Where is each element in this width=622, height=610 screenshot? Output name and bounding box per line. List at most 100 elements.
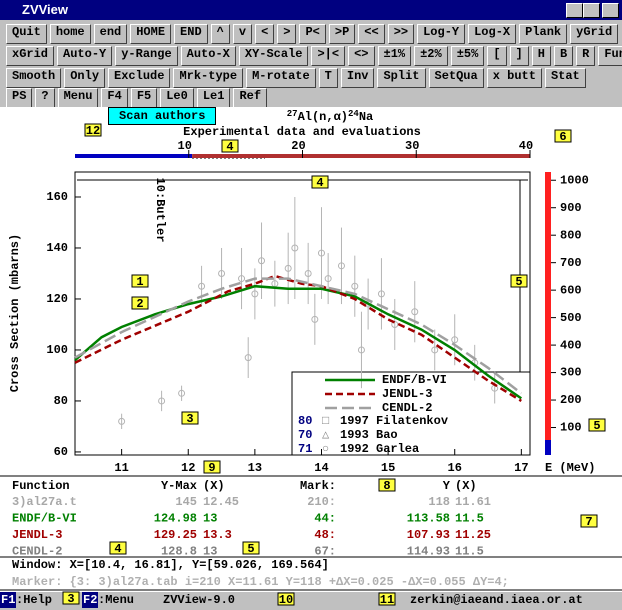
toolbar-button[interactable]: yGrid [570,24,619,44]
toolbar-button[interactable]: M-rotate [246,68,316,88]
toolbar-button[interactable]: Quit [6,24,47,44]
table-header: (X) [203,479,225,493]
toolbar-button[interactable]: ±2% [414,46,448,66]
toolbar-button[interactable]: Plank [519,24,568,44]
toolbar-button[interactable]: Exclude [108,68,171,88]
toolbar-button[interactable]: >P [328,24,356,44]
data-point [311,315,319,323]
callout-label: 5 [593,419,600,433]
callout-box [510,274,528,288]
callout-box [131,274,149,288]
toolbar-button[interactable]: Only [64,68,106,88]
callout-label: 5 [515,275,522,289]
callout-label: 8 [383,479,390,493]
callout-label: 1 [136,275,143,289]
toolbar-button[interactable]: Le1 [196,88,231,108]
table-cell: 11.5 [455,545,484,559]
legend-ref-number: 70 [298,428,312,442]
toolbar-button[interactable]: x butt [486,68,542,88]
close[interactable] [602,3,619,18]
minimize[interactable] [566,3,583,18]
toolbar-button[interactable]: [ [487,46,507,66]
toolbar-button[interactable]: R [576,46,596,66]
toolbar-button[interactable]: Log-Y [417,24,466,44]
table-cell: 113.58 [407,512,450,526]
title-part: 24 [348,109,359,119]
key[interactable]: F2 [83,593,97,607]
toolbar-button[interactable]: > [277,24,297,44]
callout-box [378,478,396,492]
data-point [238,275,246,283]
curve [74,277,523,395]
toolbar-button[interactable]: Auto-Y [57,46,113,66]
table-cell: 114.93 [407,545,450,559]
toolbar-button[interactable]: P< [299,24,326,44]
x-tick-label: 12 [181,461,195,475]
toolbar-button[interactable]: ] [509,46,529,66]
toolbar-button[interactable]: Stat [544,68,586,88]
toolbar-button[interactable]: HOME [130,24,172,44]
toolbar-button[interactable]: H [531,46,551,66]
toolbar-button[interactable]: >|< [311,46,346,66]
data-point [284,264,292,272]
callout-box [84,123,102,137]
toolbar-button[interactable]: Fun [598,46,622,66]
toolbar-button[interactable]: << [358,24,385,44]
callout-label: 4 [226,140,233,154]
table-cell: 3)al27a.t [12,495,77,509]
toolbar-button[interactable]: T [318,68,338,88]
table-cell: 210: [307,495,336,509]
plot-title: 27Al(n,α)24Na [287,109,373,124]
toolbar-button[interactable]: F5 [130,88,158,108]
toolbar-button[interactable]: xGrid [6,46,55,66]
toolbar-button[interactable]: PS [6,88,33,108]
data-point [198,282,206,290]
toolbar-button[interactable]: ±1% [377,46,412,66]
table-header: Y [443,479,451,493]
toolbar-button[interactable]: SetQua [428,68,484,88]
table-cell: JENDL-3 [12,528,62,542]
legend-symbol: △ [322,428,330,442]
toolbar-button[interactable]: Smooth [6,68,62,88]
data-point [431,346,439,354]
key-box [0,592,16,608]
y-tick-label: 120 [46,292,68,306]
toolbar-button[interactable]: ^ [210,24,230,44]
callout-box [181,411,199,425]
energy-tick-label: 30 [405,139,419,153]
toolbar-button[interactable]: Auto-X [180,46,236,66]
table-cell: CENDL-2 [12,545,62,559]
toolbar-button[interactable]: end [93,24,128,44]
toolbar-button[interactable]: y-Range [115,46,178,66]
window-info: Window: X=[10.4, 16.81], Y=[59.026, 169.… [12,558,329,572]
toolbar-button[interactable]: ±5% [450,46,485,66]
status-menu[interactable]: :Menu [98,593,134,607]
colorbar-tick-label: 700 [560,256,582,270]
plot-background [0,107,622,592]
energy-tick-label: 20 [291,139,305,153]
toolbar-button[interactable]: B [553,46,574,66]
toolbar-button[interactable]: >> [387,24,415,44]
toolbar-button[interactable]: Split [377,68,426,88]
toolbar-button[interactable]: Log-X [468,24,517,44]
callout-box [221,139,239,153]
legend-symbol: ○ [322,442,329,456]
toolbar-button[interactable]: XY-Scale [238,46,309,66]
table-cell: 48: [314,528,336,542]
toolbar-row: xGrid Auto-Y y-Range Auto-X XY-Scale >|< <> ±1%… [6,46,622,66]
toolbar-button[interactable]: v [232,24,253,44]
legend-ref-label: 1993 Bao [340,428,398,442]
toolbar-button[interactable]: home [49,24,91,44]
key[interactable]: F1 [1,593,15,607]
status-help[interactable]: :Help [16,593,52,607]
colorbar-tick-label: 600 [560,283,582,297]
toolbar-button[interactable]: <> [348,46,375,66]
toolbar-button[interactable]: < [255,24,275,44]
x-tick-label: 17 [514,461,528,475]
toolbar-button[interactable]: Mrk-type [173,68,244,88]
toolbar-button[interactable]: END [174,24,208,44]
toolbar-button[interactable]: Inv [340,68,375,88]
maximize[interactable] [583,3,600,18]
table-header: Mark: [300,479,336,493]
